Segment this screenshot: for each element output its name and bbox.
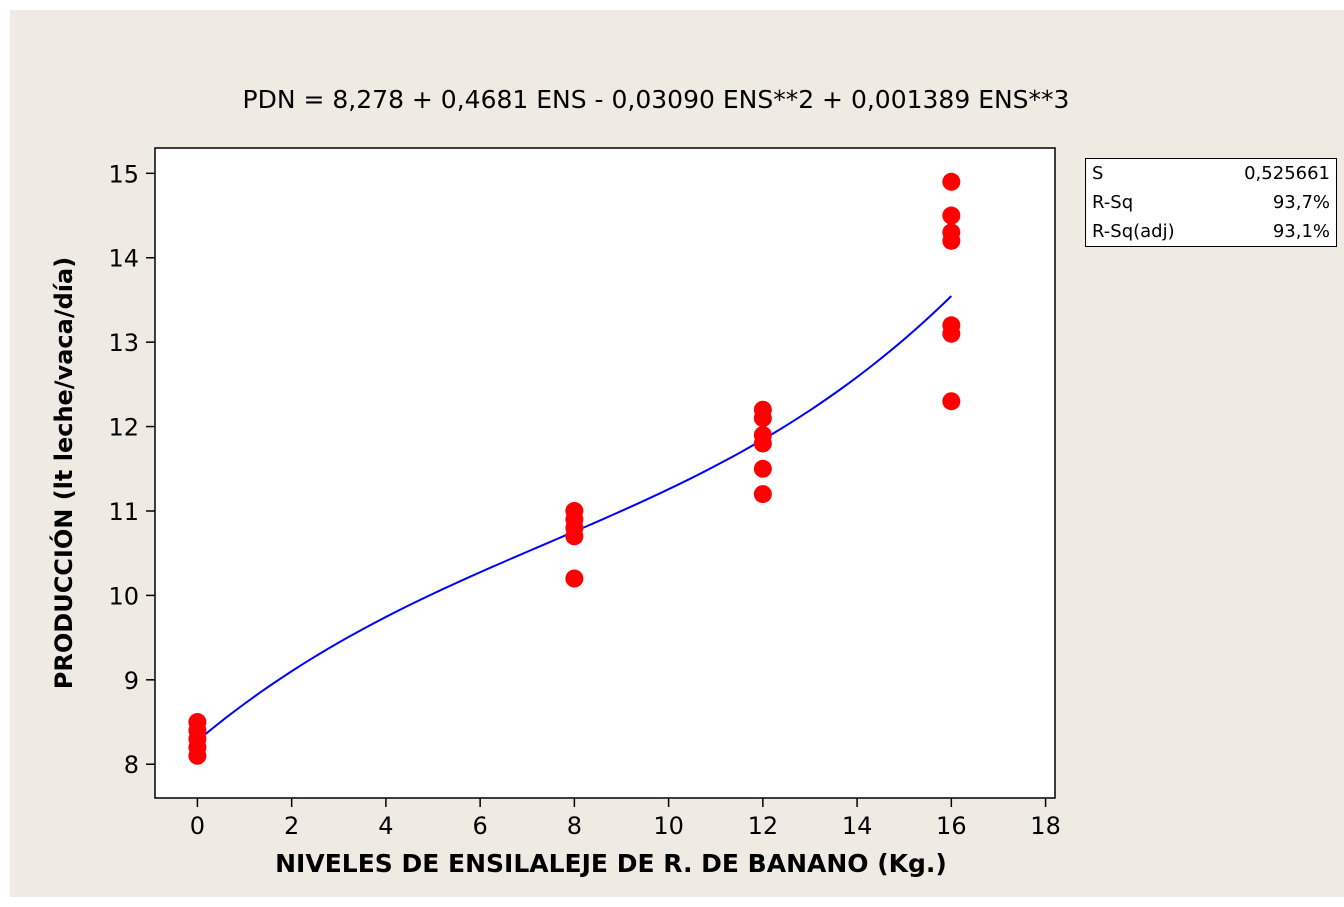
data-point — [565, 569, 584, 588]
data-point — [942, 206, 961, 225]
x-tick-label: 8 — [567, 812, 582, 840]
y-axis: 8 9 10 11 12 13 14 15 — [108, 160, 155, 779]
data-point — [753, 485, 772, 504]
x-tick-label: 6 — [472, 812, 487, 840]
stats-box: S 0,525661 R-Sq 93,7% R-Sq(adj) 93,1% — [1085, 158, 1337, 247]
x-tick-label: 2 — [284, 812, 299, 840]
y-tick-label: 12 — [108, 414, 139, 442]
y-tick-label: 11 — [108, 498, 139, 526]
x-tick-label: 16 — [936, 812, 967, 840]
data-point — [942, 392, 961, 411]
stats-row: R-Sq 93,7% — [1086, 188, 1336, 217]
plot-area — [154, 147, 1056, 799]
y-tick-label: 15 — [108, 160, 139, 188]
stat-value: 93,7% — [1272, 192, 1330, 213]
x-tick-label: 4 — [378, 812, 393, 840]
y-axis-label: PRODUCCIÓN (lt leche/vaca/día) — [48, 257, 78, 689]
stat-value: 93,1% — [1272, 221, 1330, 242]
stat-label: R-Sq — [1092, 192, 1134, 213]
stat-value: 0,525661 — [1244, 163, 1330, 184]
data-point — [753, 426, 772, 445]
y-tick-label: 8 — [124, 751, 139, 779]
data-point — [753, 459, 772, 478]
chart-svg: PDN = 8,278 + 0,4681 ENS - 0,03090 ENS**… — [48, 85, 1070, 878]
data-point — [565, 501, 584, 520]
chart-title: PDN = 8,278 + 0,4681 ENS - 0,03090 ENS**… — [243, 85, 1070, 114]
x-axis-label: NIVELES DE ENSILALEJE DE R. DE BANANO (K… — [275, 849, 947, 878]
y-tick-label: 14 — [108, 245, 139, 273]
y-tick-label: 10 — [108, 582, 139, 610]
y-tick-label: 9 — [124, 667, 139, 695]
data-point — [753, 400, 772, 419]
stat-label: R-Sq(adj) — [1092, 221, 1175, 242]
data-points — [188, 172, 961, 765]
x-tick-label: 12 — [748, 812, 779, 840]
data-point — [942, 172, 961, 191]
chart-figure: PDN = 8,278 + 0,4681 ENS - 0,03090 ENS**… — [10, 10, 1344, 897]
y-tick-label: 13 — [108, 329, 139, 357]
data-point — [942, 223, 961, 242]
x-tick-label: 18 — [1030, 812, 1061, 840]
stats-row: R-Sq(adj) 93,1% — [1086, 217, 1336, 246]
stats-row: S 0,525661 — [1086, 159, 1336, 188]
x-tick-label: 14 — [842, 812, 873, 840]
data-point — [188, 713, 207, 732]
data-point — [942, 316, 961, 335]
stat-label: S — [1092, 163, 1104, 184]
x-axis: 0 2 4 6 8 10 12 14 16 18 — [190, 798, 1061, 840]
x-tick-label: 0 — [190, 812, 205, 840]
x-tick-label: 10 — [653, 812, 684, 840]
